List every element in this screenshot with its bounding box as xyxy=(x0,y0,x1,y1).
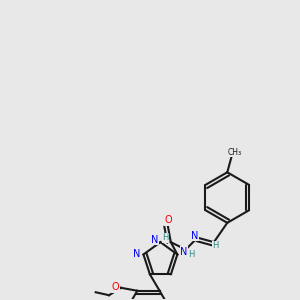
Text: H: H xyxy=(188,250,194,260)
Text: N: N xyxy=(133,250,140,260)
Text: CH₃: CH₃ xyxy=(228,148,242,157)
Text: N: N xyxy=(181,247,188,257)
Text: N: N xyxy=(191,231,199,241)
Text: O: O xyxy=(112,282,119,292)
Text: H: H xyxy=(212,241,219,250)
Text: H: H xyxy=(163,233,169,242)
Text: O: O xyxy=(164,215,172,225)
Text: N: N xyxy=(151,235,158,245)
